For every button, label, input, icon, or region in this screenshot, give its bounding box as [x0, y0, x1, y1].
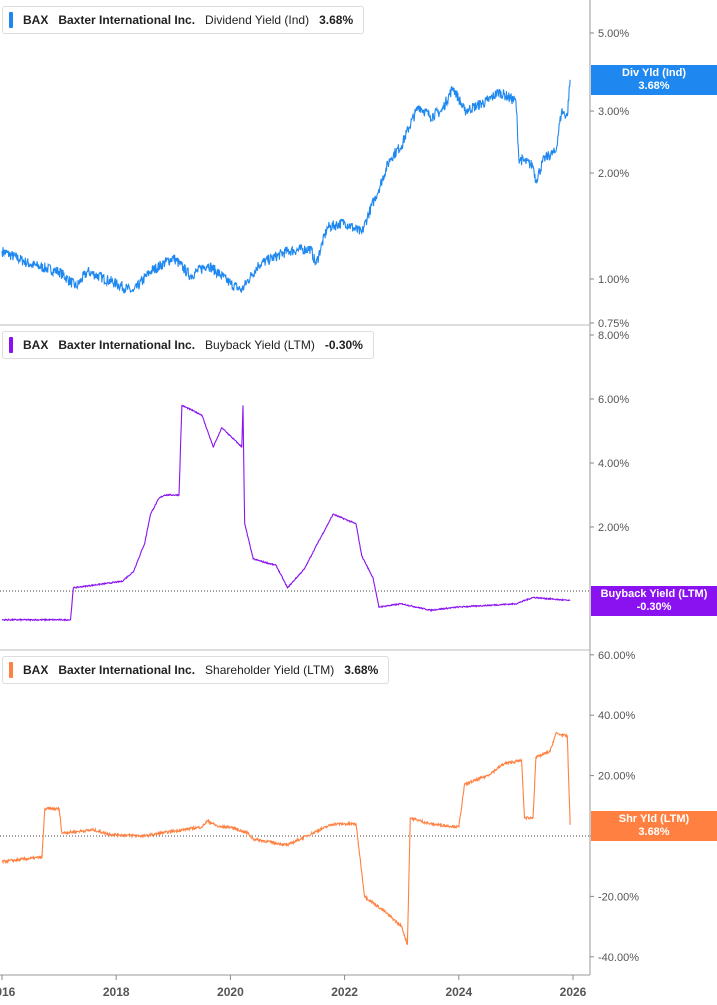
tag-value: 3.68%	[638, 80, 670, 92]
x-tick-label: 2026	[560, 985, 587, 999]
buyback-swatch	[9, 337, 13, 353]
metric-name: Shareholder Yield (LTM)	[205, 663, 335, 677]
buyback-last-value-tag: Buyback Yield (LTM) -0.30%	[591, 586, 717, 616]
x-tick-label: 2018	[103, 985, 130, 999]
tag-label: Shr Yld (LTM)	[618, 813, 690, 825]
y-tick-label: 40.00%	[598, 710, 636, 722]
y-tick-label: 60.00%	[598, 650, 636, 662]
company-name: Baxter International Inc.	[58, 338, 196, 352]
ticker: BAX	[23, 338, 49, 352]
y-tick-label: -40.00%	[598, 952, 639, 964]
tag-value: 3.68%	[638, 826, 670, 838]
legend-dividend: BAX Baxter International Inc. Dividend Y…	[2, 6, 365, 34]
legend-buyback: BAX Baxter International Inc. Buyback Yi…	[2, 331, 374, 359]
dividend-series-line	[1, 79, 571, 294]
y-tick-label: 0.75%	[598, 318, 629, 330]
metric-name: Dividend Yield (Ind)	[205, 13, 310, 27]
y-tick-label: -20.00%	[598, 891, 639, 903]
shareholder-swatch	[9, 662, 13, 678]
tag-label: Div Yld (Ind)	[622, 67, 686, 79]
y-tick-label: 20.00%	[598, 771, 636, 783]
y-tick-label: 2.00%	[598, 522, 629, 534]
y-tick-label: 6.00%	[598, 394, 629, 406]
y-tick-label: 5.00%	[598, 28, 629, 40]
tag-value: -0.30%	[636, 601, 672, 613]
dividend-last-value-tag: Div Yld (Ind) 3.68%	[591, 65, 717, 95]
y-tick-label: 3.00%	[598, 106, 629, 118]
x-tick-label: 2022	[331, 985, 358, 999]
ticker: BAX	[23, 663, 49, 677]
y-tick-label: 4.00%	[598, 458, 629, 470]
buyback-series-line	[1, 404, 571, 622]
dividend-swatch	[9, 12, 13, 28]
shareholder-last-value-tag: Shr Yld (LTM) 3.68%	[591, 811, 717, 841]
company-name: Baxter International Inc.	[58, 663, 196, 677]
y-tick-label: 1.00%	[598, 274, 629, 286]
ticker: BAX	[23, 13, 49, 27]
x-tick-label: 2020	[217, 985, 244, 999]
metric-value: -0.30%	[324, 338, 363, 352]
shareholder-series-line	[1, 731, 571, 945]
y-tick-label: 8.00%	[598, 330, 629, 342]
metric-value: 3.68%	[344, 663, 379, 677]
y-tick-label: 2.00%	[598, 168, 629, 180]
x-tick-label: 2016	[0, 985, 16, 999]
tag-label: Buyback Yield (LTM)	[600, 588, 708, 600]
legend-shareholder: BAX Baxter International Inc. Shareholde…	[2, 656, 390, 684]
metric-value: 3.68%	[319, 13, 354, 27]
metric-name: Buyback Yield (LTM)	[205, 338, 315, 352]
x-tick-label: 2024	[445, 985, 472, 999]
company-name: Baxter International Inc.	[58, 13, 196, 27]
